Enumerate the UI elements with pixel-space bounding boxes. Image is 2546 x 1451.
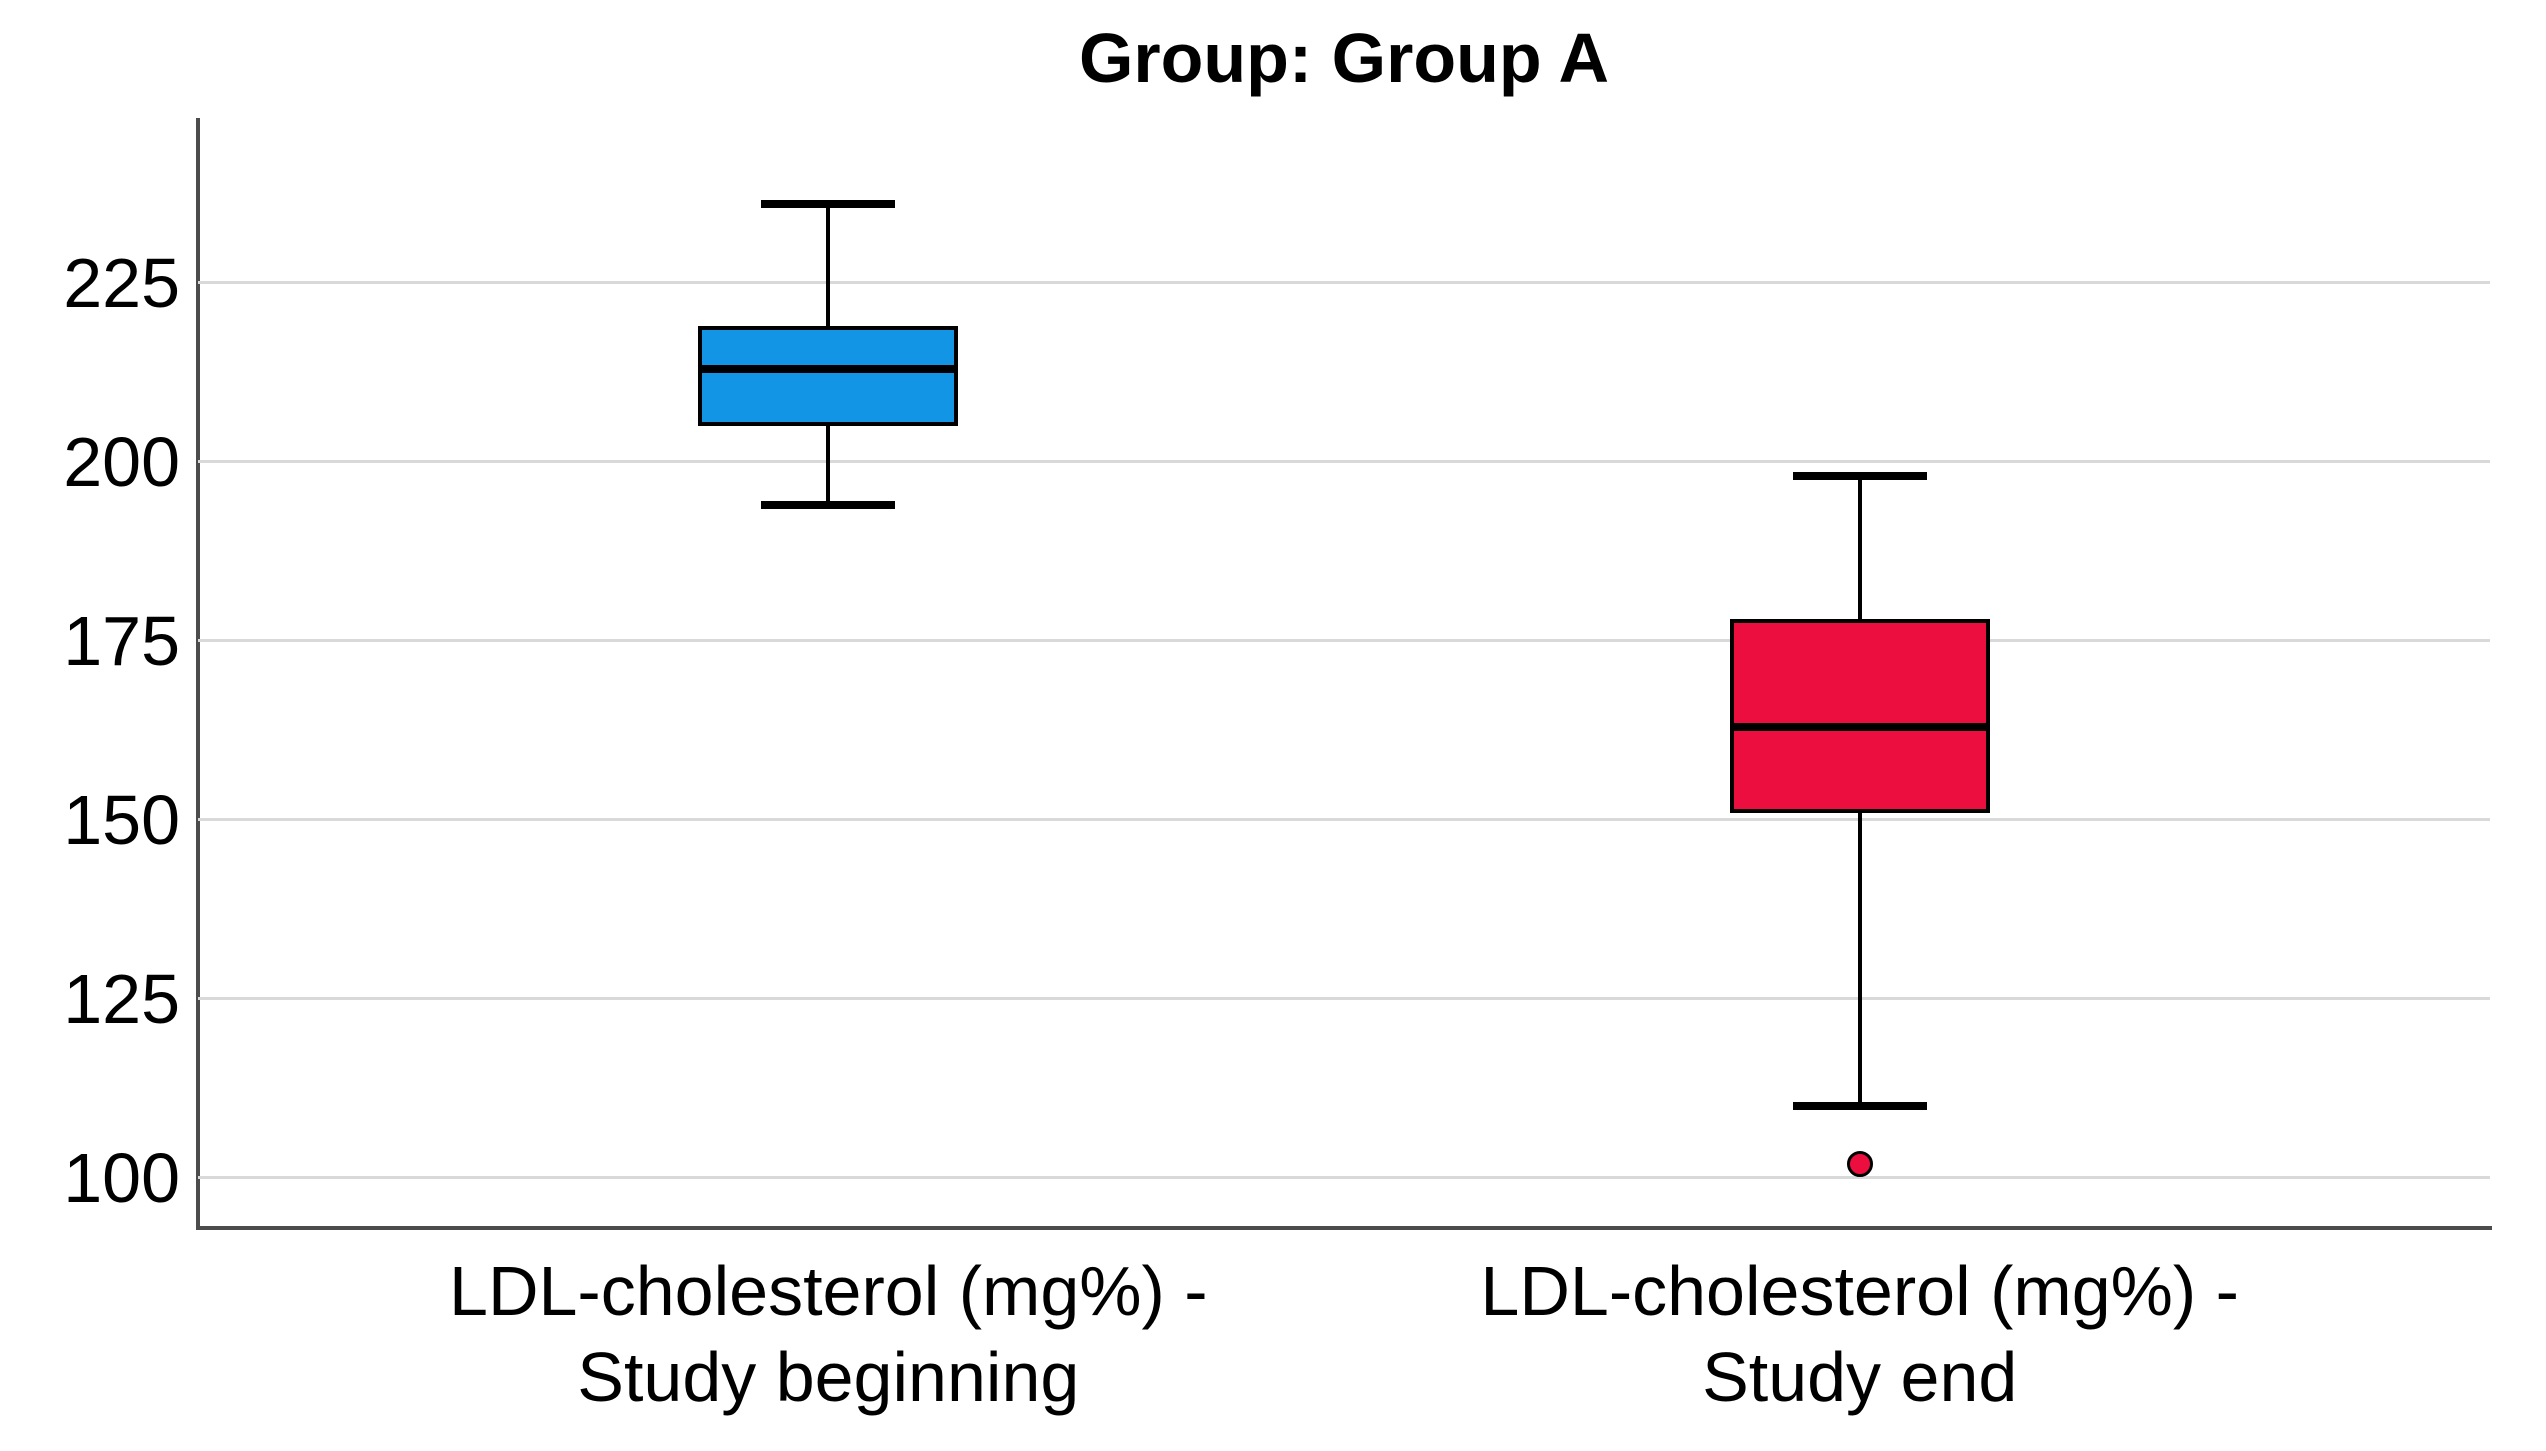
- chart-title: Group: Group A: [1078, 19, 1610, 97]
- gridline: [198, 997, 2490, 1001]
- y-tick-label: 175: [63, 601, 180, 680]
- whisker-line: [826, 425, 831, 505]
- y-axis-line: [196, 118, 200, 1230]
- x-category-label: LDL-cholesterol (mg%) - Study beginning: [449, 1252, 1208, 1416]
- median-line: [1729, 722, 1990, 731]
- median-line: [698, 364, 959, 373]
- whisker-line: [826, 203, 831, 326]
- y-tick-label: 225: [63, 243, 180, 322]
- y-tick-label: 100: [63, 1138, 180, 1217]
- gridline: [198, 639, 2490, 643]
- box: [1729, 619, 1990, 813]
- whisker-cap: [1792, 1102, 1927, 1111]
- outlier-point: [1846, 1150, 1873, 1177]
- gridline: [198, 460, 2490, 464]
- gridline: [198, 281, 2490, 285]
- whisker-line: [1857, 476, 1862, 620]
- gridline: [198, 818, 2490, 822]
- whisker-cap: [761, 199, 896, 208]
- box: [698, 325, 959, 426]
- gridline: [198, 1176, 2490, 1180]
- whisker-cap: [761, 500, 896, 509]
- x-category-label: LDL-cholesterol (mg%) - Study end: [1480, 1252, 2239, 1416]
- y-tick-label: 150: [63, 780, 180, 859]
- whisker-cap: [1792, 472, 1927, 481]
- y-tick-label: 200: [63, 422, 180, 501]
- whisker-line: [1857, 812, 1862, 1107]
- y-tick-label: 125: [63, 959, 180, 1038]
- x-axis-line: [196, 1226, 2492, 1230]
